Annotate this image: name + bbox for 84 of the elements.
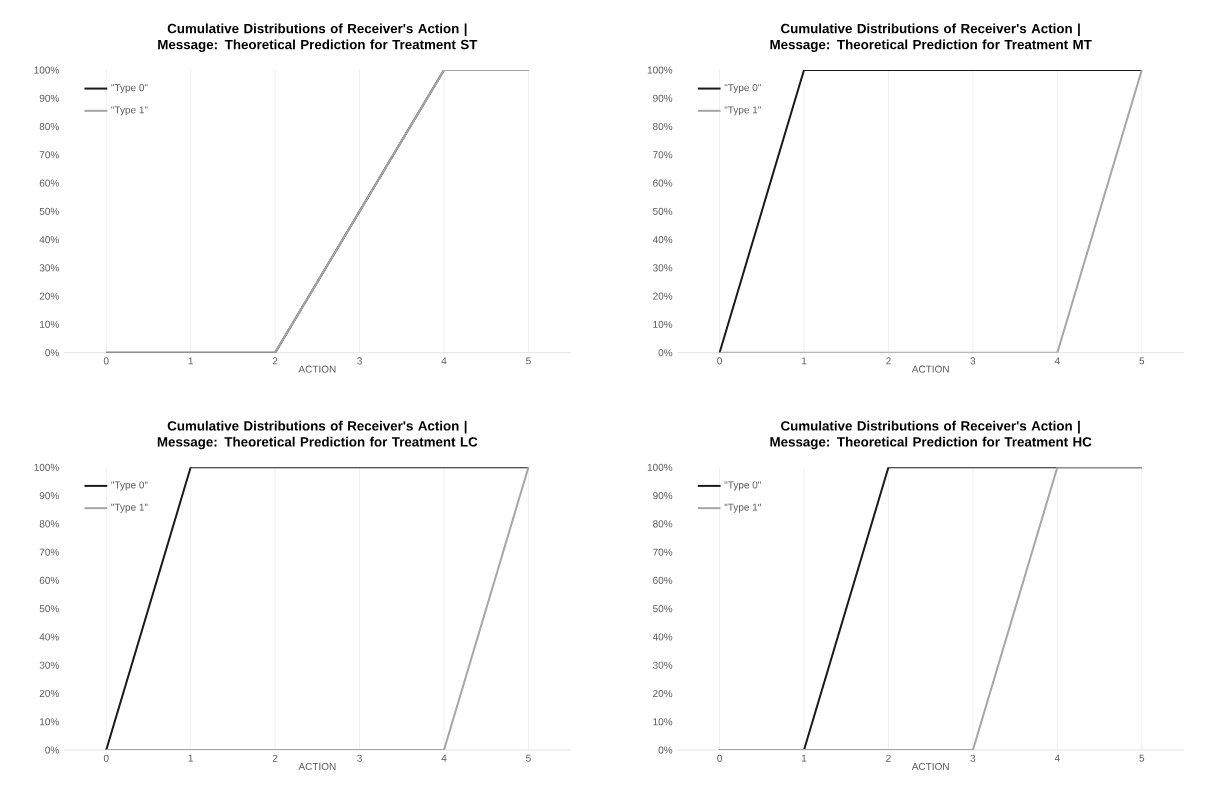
y-tick-label: 50% xyxy=(653,207,673,215)
chart-title: Cumulative Distributions of Receiver's Action | Message: Theoretical Prediction for Treatment LC xyxy=(157,420,478,450)
x-tick-label: 5 xyxy=(526,357,531,365)
y-tick-label: 60% xyxy=(653,179,673,187)
x-tick-label: 4 xyxy=(1054,357,1060,365)
legend-label: "Type 0" xyxy=(724,481,761,491)
y-tick-label: 40% xyxy=(652,236,673,244)
x-tick-label: 0 xyxy=(717,357,722,365)
y-tick-label: 0% xyxy=(45,746,59,754)
x-tick-label: 4 xyxy=(441,754,447,762)
y-tick-label: 60% xyxy=(653,576,673,584)
x-axis-title: ACTION xyxy=(298,762,336,771)
x-tick-label: 2 xyxy=(272,754,278,762)
y-tick-label: 80% xyxy=(39,520,59,528)
x-tick-label: 2 xyxy=(272,357,278,365)
x-axis-title: ACTION xyxy=(911,762,949,771)
y-tick-label: 70% xyxy=(653,548,673,556)
y-tick-label: 90% xyxy=(39,94,59,102)
y-tick-label: 30% xyxy=(39,661,59,669)
x-tick-label: 3 xyxy=(970,357,976,365)
y-tick-label: 0% xyxy=(45,349,59,357)
y-tick-label: 30% xyxy=(652,264,673,272)
y-tick-label: 50% xyxy=(39,207,59,215)
x-tick-label: 1 xyxy=(188,754,193,762)
y-tick-label: 100% xyxy=(34,463,59,471)
x-axis-title: ACTION xyxy=(298,365,336,373)
y-tick-label: 80% xyxy=(653,520,673,528)
x-tick-label: 5 xyxy=(1139,754,1145,762)
y-tick-label: 60% xyxy=(39,576,59,584)
chart-title: Cumulative Distributions of Receiver's Action | Message: Theoretical Prediction for Treatment ST xyxy=(158,23,478,52)
y-tick-label: 100% xyxy=(647,66,673,74)
legend-label: "Type 0" xyxy=(724,84,761,94)
y-tick-label: 40% xyxy=(39,633,59,641)
y-tick-label: 90% xyxy=(653,492,673,500)
legend-label: "Type 0" xyxy=(111,481,148,491)
x-tick-label: 1 xyxy=(801,754,807,762)
x-tick-label: 4 xyxy=(1054,754,1060,762)
y-tick-label: 80% xyxy=(653,122,673,131)
y-tick-label: 100% xyxy=(647,463,673,471)
y-tick-label: 20% xyxy=(653,292,673,300)
legend-label: "Type 0" xyxy=(111,84,148,94)
y-tick-label: 70% xyxy=(39,151,59,159)
y-tick-label: 90% xyxy=(653,94,673,102)
y-tick-label: 40% xyxy=(39,236,59,244)
x-tick-label: 5 xyxy=(526,754,531,762)
x-tick-label: 3 xyxy=(357,357,362,365)
x-axis-title: ACTION xyxy=(911,365,949,373)
y-tick-label: 20% xyxy=(653,689,673,698)
chart-title: Cumulative Distributions of Receiver's Action | Message: Theoretical Prediction for Treatment MT xyxy=(770,23,1092,52)
y-tick-label: 10% xyxy=(40,718,59,726)
x-tick-label: 4 xyxy=(441,357,447,365)
y-tick-label: 30% xyxy=(39,264,59,272)
x-tick-label: 1 xyxy=(188,357,193,365)
y-tick-label: 0% xyxy=(658,349,673,357)
legend-label: "Type 1" xyxy=(111,106,148,116)
y-tick-label: 30% xyxy=(652,661,673,669)
y-tick-label: 0% xyxy=(658,746,673,754)
y-tick-label: 20% xyxy=(39,292,59,300)
x-tick-label: 5 xyxy=(1139,357,1145,365)
legend-label: "Type 1" xyxy=(724,106,761,116)
y-tick-label: 80% xyxy=(39,122,59,131)
x-tick-label: 0 xyxy=(103,357,109,365)
x-tick-label: 3 xyxy=(357,754,362,762)
y-tick-label: 20% xyxy=(39,689,59,698)
y-tick-label: 90% xyxy=(39,492,59,500)
y-tick-label: 10% xyxy=(653,718,673,726)
y-tick-label: 70% xyxy=(39,548,59,556)
x-tick-label: 0 xyxy=(717,754,722,762)
chart-title: Cumulative Distributions of Receiver's Action | Message: Theoretical Prediction for Treatment HC xyxy=(770,420,1092,450)
y-tick-label: 60% xyxy=(39,179,59,187)
y-tick-label: 40% xyxy=(652,633,673,641)
y-tick-label: 10% xyxy=(40,320,59,328)
x-tick-label: 2 xyxy=(886,357,891,365)
y-tick-label: 70% xyxy=(653,151,673,159)
y-tick-label: 100% xyxy=(34,66,59,74)
x-tick-label: 2 xyxy=(886,754,891,762)
legend-label: "Type 1" xyxy=(111,503,148,513)
y-tick-label: 50% xyxy=(653,605,673,613)
y-tick-label: 50% xyxy=(39,605,59,613)
legend-label: "Type 1" xyxy=(724,503,761,513)
x-tick-label: 1 xyxy=(801,357,807,365)
x-tick-label: 0 xyxy=(103,754,109,762)
y-tick-label: 10% xyxy=(653,320,673,328)
x-tick-label: 3 xyxy=(970,754,976,762)
